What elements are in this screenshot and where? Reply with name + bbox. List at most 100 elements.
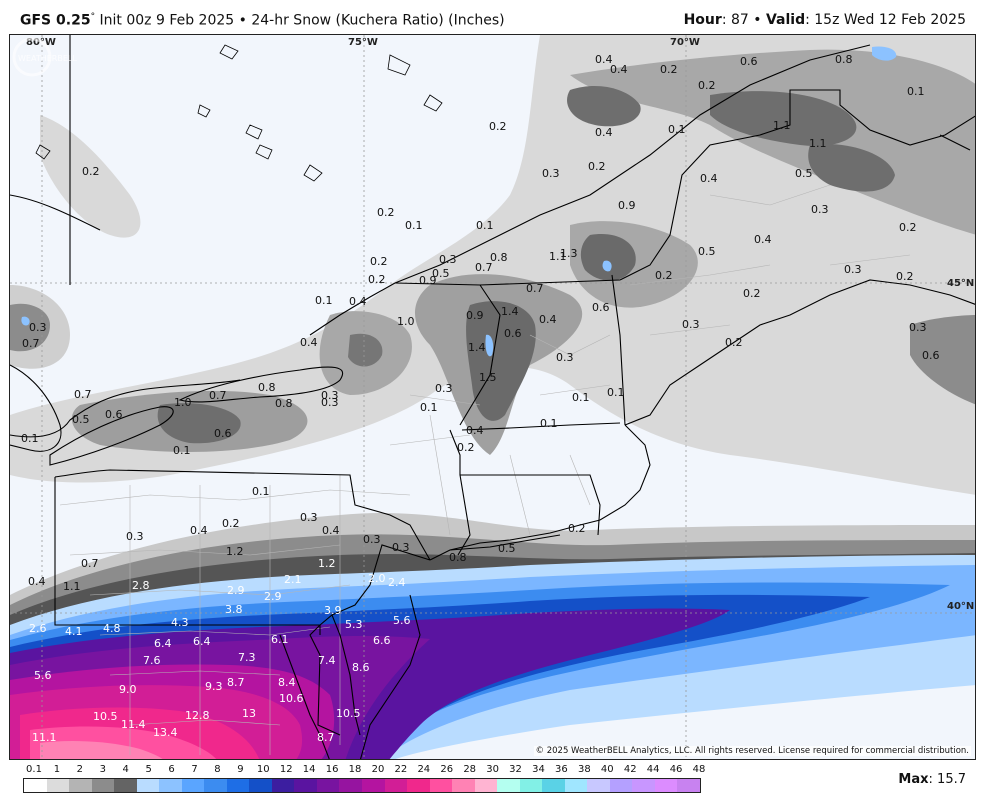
scale-color-swatch — [361, 779, 385, 792]
scale-color-swatch — [339, 779, 362, 792]
snow-amount-label: 0.7 — [22, 337, 40, 350]
scale-tick-label: 10 — [256, 764, 270, 775]
init-time: Init 00z 9 Feb 2025 — [99, 12, 235, 29]
scale-color-swatch — [249, 779, 272, 792]
model-name: GFS 0.25 — [20, 12, 91, 29]
scale-color-swatch — [114, 779, 137, 792]
copyright-notice: © 2025 WeatherBELL Analytics, LLC. All r… — [533, 746, 971, 756]
snow-amount-label: 0.8 — [490, 251, 508, 264]
scale-tick-label: 42 — [623, 764, 637, 775]
snow-amount-label: 0.2 — [568, 522, 586, 535]
snow-amount-label: 5.6 — [34, 669, 52, 682]
scale-tick-label: 14 — [302, 764, 316, 775]
snow-amount-label: 0.4 — [349, 295, 367, 308]
snow-amount-label: 7.6 — [143, 654, 161, 667]
snow-amount-label: 2.1 — [284, 573, 302, 586]
scale-tick-label: 46 — [669, 764, 683, 775]
scale-color-swatch — [542, 779, 565, 792]
snow-amount-label: 0.2 — [896, 270, 914, 283]
snow-amount-label: 2.9 — [264, 590, 282, 603]
snow-amount-label: 4.1 — [65, 625, 83, 638]
snow-amount-label: 0.1 — [607, 386, 625, 399]
snow-amount-label: 0.6 — [214, 427, 232, 440]
scale-tick-label: 2 — [76, 764, 84, 775]
snow-amount-label: 0.3 — [29, 321, 47, 334]
scale-color-swatch — [429, 779, 453, 792]
snow-amount-label: 1.4 — [468, 341, 486, 354]
snow-amount-label: 0.2 — [660, 63, 678, 76]
scale-tick-label: 48 — [692, 764, 706, 775]
snow-amount-label: 0.2 — [698, 79, 716, 92]
title-separator: • — [238, 12, 247, 29]
snow-amount-label: 0.1 — [572, 391, 590, 404]
snow-amount-label: 0.2 — [899, 221, 917, 234]
valid-separator: • — [753, 12, 762, 28]
scale-tick-label: 26 — [440, 764, 454, 775]
snow-amount-label: 0.4 — [190, 524, 208, 537]
snow-amount-label: 0.5 — [72, 413, 90, 426]
snow-amount-label: 0.2 — [588, 160, 606, 173]
snow-amount-label: 0.3 — [844, 263, 862, 276]
snow-amount-label: 0.2 — [489, 120, 507, 133]
snow-amount-label: 0.6 — [592, 301, 610, 314]
weatherbell-logo-icon: WEATHERBELL — [12, 37, 77, 77]
snow-amount-label: 9.3 — [205, 680, 223, 693]
snow-amount-label: 2.0 — [368, 572, 386, 585]
scale-color-swatch — [632, 779, 655, 792]
snow-amount-label: 0.4 — [595, 126, 613, 139]
scale-color-swatch — [181, 779, 205, 792]
snow-amount-label: 0.2 — [82, 165, 100, 178]
snow-amount-label: 0.8 — [449, 551, 467, 564]
snow-amount-label: 0.1 — [668, 123, 686, 136]
snow-amount-label: 0.9 — [466, 309, 484, 322]
snow-amount-label: 0.4 — [300, 336, 318, 349]
latitude-label-45n: 45°N — [947, 278, 975, 289]
snow-amount-label: 1.0 — [397, 315, 415, 328]
snow-amount-label: 6.4 — [193, 635, 211, 648]
scale-color-swatch — [24, 779, 47, 792]
snow-amount-label: 0.4 — [595, 53, 613, 66]
scale-tick-label: 6 — [168, 764, 175, 775]
snow-amount-label: 8.6 — [352, 661, 370, 674]
scale-tick-label: 18 — [348, 764, 362, 775]
degree-sign: ° — [90, 12, 96, 22]
snow-amount-label: 0.3 — [439, 253, 457, 266]
scale-tick-label: 9 — [237, 764, 244, 775]
product-name: 24-hr Snow (Kuchera Ratio) (Inches) — [251, 12, 505, 29]
snow-amount-label: 0.1 — [540, 417, 558, 430]
valid-value: : 15z Wed 12 Feb 2025 — [805, 12, 966, 28]
scale-color-swatch — [677, 779, 700, 792]
snow-amount-label: 0.3 — [300, 511, 318, 524]
scale-tick-label: 5 — [145, 764, 152, 775]
map-shading — [10, 35, 975, 759]
scale-color-swatch — [587, 779, 610, 792]
scale-color-swatch — [609, 779, 633, 792]
scale-tick-label: 40 — [600, 764, 614, 775]
snow-amount-label: 6.1 — [271, 633, 289, 646]
scale-tick-label: 16 — [325, 764, 339, 775]
snow-amount-label: 4.3 — [171, 616, 189, 629]
scale-tick-label: 20 — [371, 764, 385, 775]
longitude-label-75w: 75°W — [348, 37, 378, 48]
scale-color-swatch — [654, 779, 678, 792]
latitude-label-40n: 40°N — [947, 601, 975, 612]
snow-amount-label: 8.4 — [278, 676, 296, 689]
hour-value: : 87 — [721, 12, 749, 28]
snow-amount-label: 1.2 — [226, 545, 244, 558]
snow-amount-label: 0.2 — [368, 273, 386, 286]
scale-tick-label: 24 — [417, 764, 431, 775]
snow-amount-label: 1.1 — [809, 137, 827, 150]
scale-tick-label: 34 — [532, 764, 545, 775]
snow-amount-label: 0.6 — [740, 55, 758, 68]
snow-amount-label: 0.7 — [475, 261, 493, 274]
snow-amount-label: 0.3 — [542, 167, 560, 180]
snow-amount-label: 0.7 — [209, 389, 227, 402]
snow-amount-label: 7.4 — [318, 654, 336, 667]
snow-amount-label: 7.3 — [238, 651, 256, 664]
valid-label: Valid — [765, 12, 806, 28]
scale-tick-label: 1 — [53, 764, 61, 775]
scale-tick-label: 8 — [214, 764, 221, 775]
snowfall-map: 80°W 75°W 70°W 45°N 40°N 0.4 0.4 0.2 0.6 0.8… — [9, 34, 976, 760]
snow-amount-label: 2.8 — [132, 579, 150, 592]
scale-tick-label: 32 — [509, 764, 522, 775]
